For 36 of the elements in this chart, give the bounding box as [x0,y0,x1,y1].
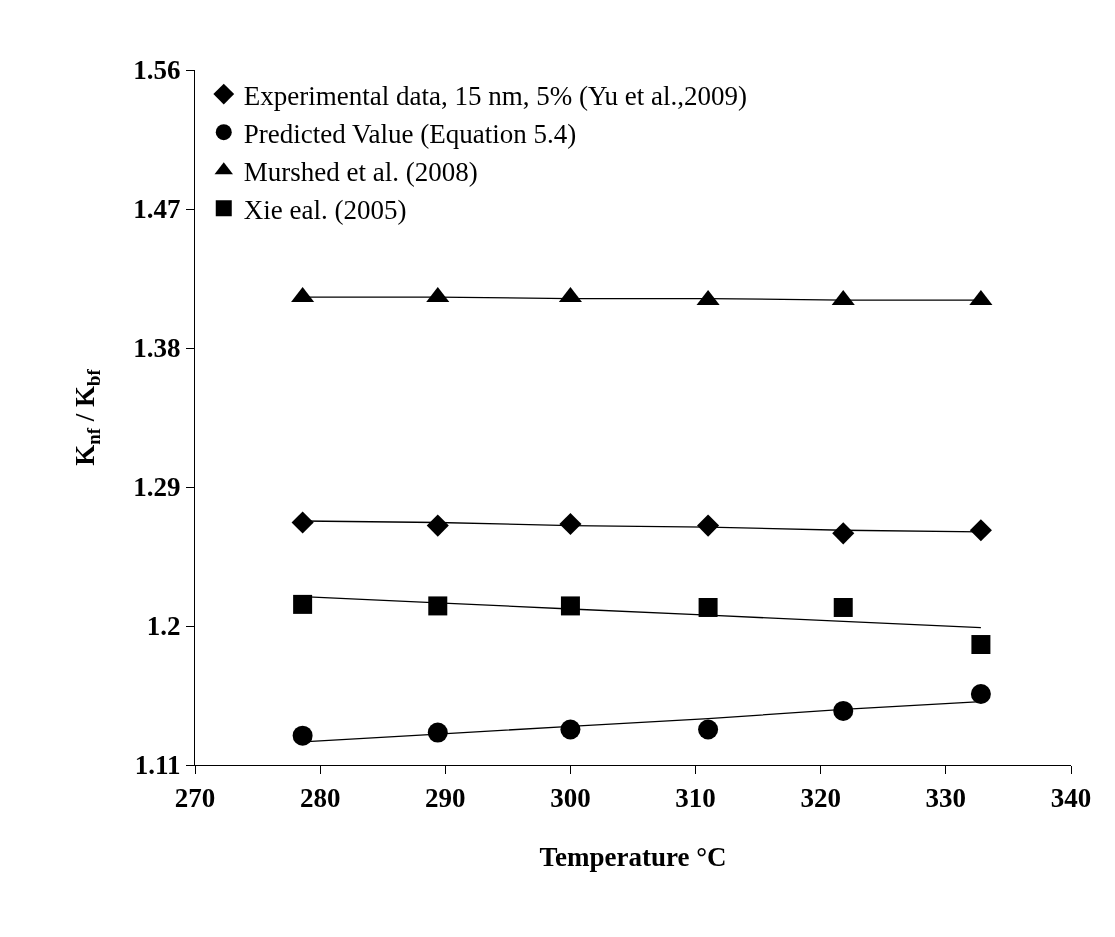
x-tick-label: 340 [1050,782,1092,813]
point [292,725,313,746]
point [293,594,313,614]
y-tick-label: 1.38 [133,333,181,364]
point [698,597,718,617]
y-tick-label: 1.29 [133,472,181,503]
x-tick-label: 270 [174,782,216,813]
x-tick-label: 310 [675,782,716,813]
legend-label: Xie eal. (2005) [243,194,407,225]
point [833,597,853,617]
point [970,683,991,704]
point [559,513,582,536]
x-tick-label: 290 [425,782,466,813]
point [969,519,992,542]
y-tick-label: 1.11 [134,750,181,781]
point [698,719,719,740]
y-tick-label: 1.56 [133,55,181,86]
x-axis-title: Temperature °C [539,841,727,872]
point [428,596,448,616]
point [971,635,991,655]
point [426,514,449,537]
point [560,719,581,740]
legend-label: Predicted Value (Equation 5.4) [243,118,577,149]
x-tick-label: 280 [299,782,341,813]
legend-label: Murshed et al. (2008) [243,156,478,187]
x-tick-label: 330 [925,782,967,813]
point [291,511,314,534]
point [560,596,580,616]
y-tick-label: 1.47 [133,194,181,225]
x-tick-label: 300 [550,782,591,813]
point [832,522,855,545]
legend-label: Experimental data, 15 nm, 5% (Yu et al.,2009) [243,80,747,111]
point [427,722,448,743]
x-tick-label: 320 [800,782,841,813]
y-tick-label: 1.2 [146,611,181,642]
point [833,700,854,721]
